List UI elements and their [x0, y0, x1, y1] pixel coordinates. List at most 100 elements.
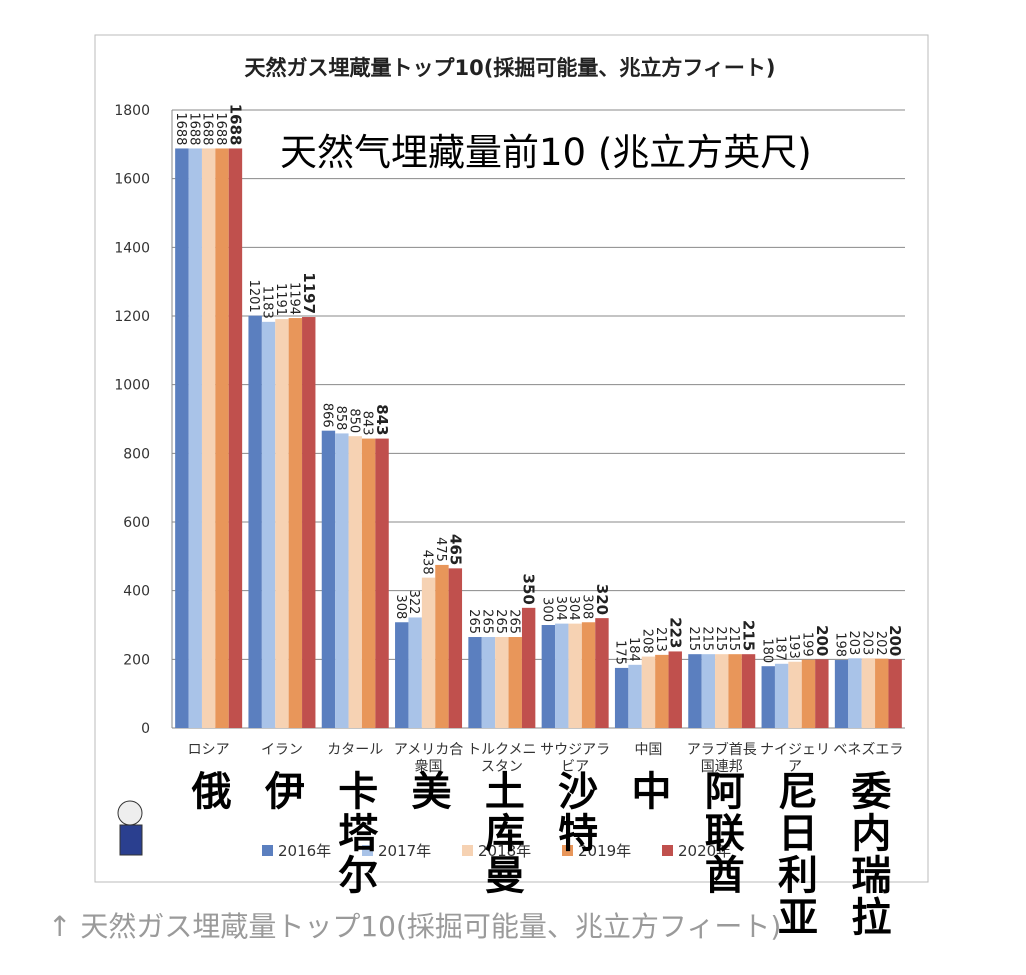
overlay-label: 沙特 — [551, 770, 598, 854]
bar — [175, 148, 189, 728]
value-label: 208 — [639, 629, 654, 654]
y-tick-label: 1800 — [114, 103, 150, 119]
overlay-label: 俄 — [184, 770, 231, 812]
x-tick-label: ナイジェリア — [760, 742, 831, 775]
bar — [761, 666, 775, 728]
legend-swatch — [462, 845, 473, 856]
legend-swatch — [362, 845, 373, 856]
bar — [875, 658, 889, 728]
value-label: 184 — [626, 637, 641, 662]
value-label: 475 — [433, 537, 448, 562]
bar — [408, 617, 422, 728]
value-label: 203 — [846, 630, 861, 655]
bar — [715, 654, 729, 728]
value-label: 193 — [786, 634, 801, 659]
y-tick-label: 600 — [123, 515, 150, 531]
bar — [595, 618, 609, 728]
value-label: 265 — [466, 609, 481, 634]
bar — [228, 148, 243, 728]
value-label: 215 — [740, 620, 758, 651]
value-label: 304 — [566, 596, 581, 621]
y-tick-label: 200 — [123, 652, 150, 668]
value-label: 304 — [553, 596, 568, 621]
value-label: 203 — [859, 630, 874, 655]
bar — [395, 622, 409, 728]
bar — [788, 661, 802, 728]
value-label: 1688 — [226, 104, 244, 146]
bar — [421, 577, 436, 728]
x-tick-label: カタール — [327, 742, 384, 758]
bar — [581, 622, 596, 728]
bar — [655, 654, 669, 728]
overlay-label: 尼日利亚 — [771, 770, 818, 938]
overlay-label: 中 — [624, 770, 671, 812]
x-tick-label: 中国 — [634, 742, 663, 758]
chart-title: 天然ガス埋蔵量トップ10(採掘可能量、兆立方フィート) — [245, 56, 776, 80]
bar — [641, 656, 656, 728]
legend-label: 2020年 — [678, 842, 731, 860]
bar — [568, 623, 582, 728]
legend-label: 2018年 — [478, 842, 531, 860]
overlay-label: 卡塔尔 — [331, 770, 378, 896]
y-tick-label: 1400 — [114, 240, 150, 256]
bar — [628, 664, 642, 728]
bar — [861, 658, 876, 728]
bar — [188, 148, 202, 728]
legend-label: 2019年 — [578, 842, 631, 860]
value-label: 180 — [759, 638, 774, 663]
value-label: 175 — [613, 640, 628, 665]
bar — [481, 637, 496, 728]
bar — [701, 654, 716, 728]
value-label: 1688 — [173, 112, 188, 145]
value-label: 1201 — [246, 280, 261, 313]
bar — [774, 663, 789, 728]
value-label: 843 — [360, 411, 375, 436]
bar — [435, 564, 449, 728]
value-label: 320 — [593, 584, 611, 615]
bar — [348, 436, 362, 728]
value-label: 265 — [493, 609, 508, 634]
bar — [215, 148, 229, 728]
value-label: 265 — [479, 609, 494, 634]
value-label: 350 — [520, 574, 538, 605]
value-label: 465 — [446, 534, 464, 565]
bar — [448, 568, 463, 728]
y-tick-label: 0 — [141, 721, 150, 737]
x-tick-label: ベネズエラ — [833, 742, 904, 758]
bar — [261, 321, 276, 728]
x-tick-label: サウジアラビア — [540, 742, 611, 775]
bar — [321, 430, 336, 728]
bar — [275, 319, 289, 728]
bar — [302, 317, 316, 728]
bar — [495, 637, 509, 728]
bar — [668, 651, 682, 728]
value-label: 866 — [319, 403, 334, 428]
bar — [541, 625, 556, 728]
overlay-label: 伊 — [257, 770, 304, 812]
value-label: 1183 — [260, 286, 275, 319]
x-tick-label: ロシア — [187, 742, 230, 758]
bar — [614, 667, 629, 728]
overlay-label: 阿联酋 — [697, 770, 744, 896]
overlay-label: 美 — [404, 770, 451, 812]
bar — [555, 623, 569, 728]
value-label: 300 — [539, 597, 554, 622]
bar — [521, 607, 536, 728]
value-label: 1191 — [273, 283, 288, 316]
y-tick-label: 1200 — [114, 309, 150, 325]
value-label: 850 — [346, 408, 361, 433]
bar — [201, 148, 216, 728]
value-label: 308 — [393, 594, 408, 619]
value-label: 198 — [833, 632, 848, 657]
value-label: 1688 — [200, 112, 215, 145]
y-tick-label: 800 — [123, 446, 150, 462]
overlay-title: 天然气埋藏量前10 (兆立方英尺) — [280, 131, 812, 174]
y-tick-label: 1600 — [114, 172, 150, 188]
value-label: 223 — [666, 617, 684, 648]
bar — [688, 654, 702, 728]
value-label: 843 — [373, 404, 391, 435]
bar — [468, 637, 482, 728]
bar — [288, 318, 303, 728]
